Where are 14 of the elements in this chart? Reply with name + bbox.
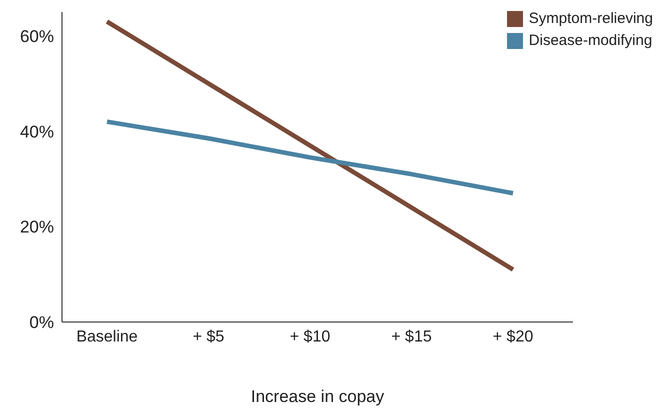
x-tick-label: + $10	[290, 328, 330, 346]
y-tick-label: 20%	[20, 218, 54, 237]
x-axis-title: Increase in copay	[250, 387, 385, 406]
legend-label: Symptom-relieving	[528, 9, 653, 29]
y-tick-label: 40%	[20, 122, 54, 142]
line-series	[104, 19, 516, 272]
legend-label: Disease-modifying	[528, 31, 652, 51]
x-tick-label: + $5	[192, 328, 224, 346]
line-series	[104, 119, 516, 196]
y-tick-label: 0%	[29, 313, 54, 332]
x-tick-label: Baseline	[76, 328, 138, 346]
y-tick-label: 60%	[20, 26, 54, 46]
x-tick-label: + $20	[492, 328, 534, 346]
x-tick-label: + $15	[391, 328, 432, 346]
